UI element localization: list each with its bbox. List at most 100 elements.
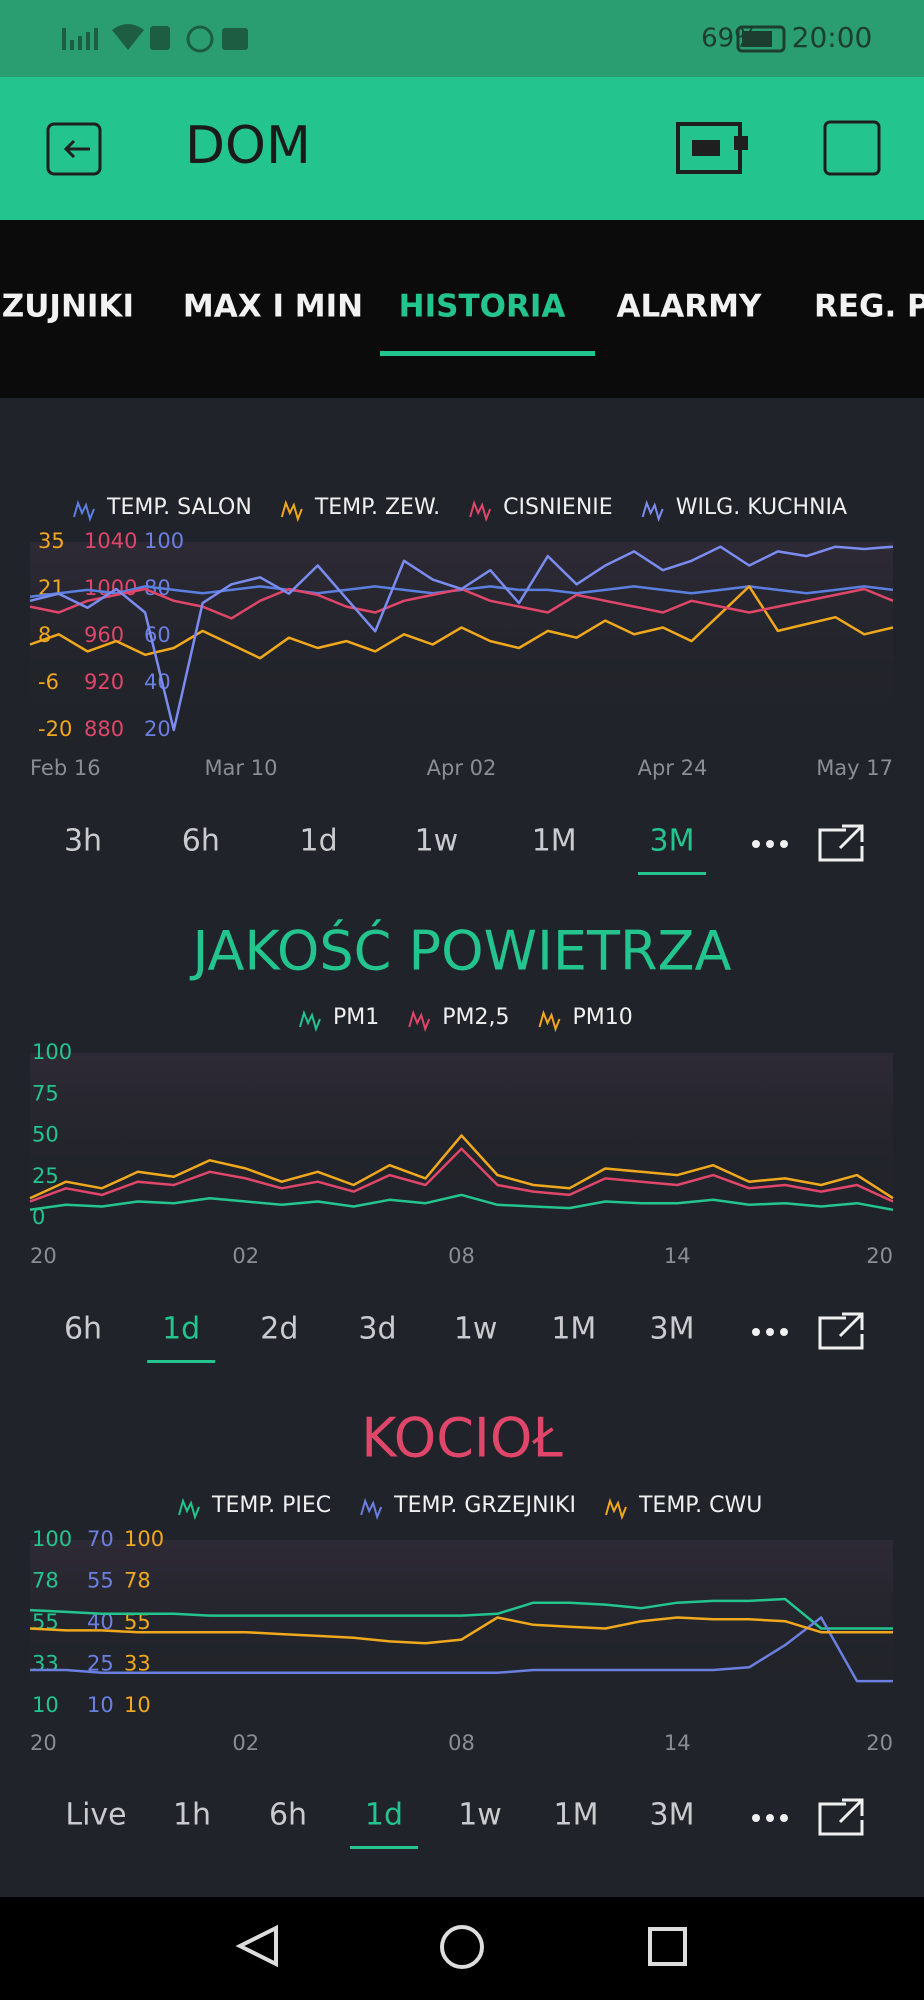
y-tick-label: 100 bbox=[144, 529, 184, 553]
nav-bar bbox=[0, 1897, 924, 2000]
x-tick-label: Mar 10 bbox=[204, 756, 277, 780]
range-button[interactable]: 1d bbox=[162, 1312, 200, 1347]
series-line bbox=[29, 1597, 893, 1630]
range-button[interactable]: Live bbox=[65, 1798, 126, 1833]
app-bar bbox=[0, 77, 924, 220]
x-tick-label: 02 bbox=[232, 1244, 259, 1268]
legend-label: WILG. KUCHNIA bbox=[676, 495, 847, 520]
y-tick-label: 75 bbox=[32, 1081, 59, 1105]
range-button[interactable]: 3M bbox=[650, 824, 695, 859]
range-button[interactable]: 3d bbox=[358, 1312, 396, 1347]
range-button[interactable]: 3M bbox=[650, 1312, 695, 1347]
series-line bbox=[29, 1147, 894, 1203]
tab[interactable]: HISTORIA bbox=[399, 289, 566, 325]
y-tick-label: 55 bbox=[87, 1569, 114, 1593]
x-tick-label: Feb 16 bbox=[30, 756, 101, 780]
y-tick-label: 33 bbox=[124, 1652, 151, 1676]
x-tick-label: 02 bbox=[232, 1731, 259, 1755]
fullscreen-icon[interactable] bbox=[818, 1798, 864, 1836]
range-button[interactable]: 1d bbox=[300, 824, 338, 859]
more-dot[interactable] bbox=[766, 1328, 774, 1336]
more-dot[interactable] bbox=[780, 840, 788, 848]
chart-title: JAKOŚĆ POWIETRZA bbox=[190, 920, 732, 983]
range-button[interactable]: 1w bbox=[454, 1312, 498, 1347]
y-tick-label: 25 bbox=[32, 1164, 59, 1188]
legend-icon bbox=[538, 1009, 561, 1033]
range-button[interactable]: 1M bbox=[554, 1798, 599, 1833]
legend-label: TEMP. ZEW. bbox=[314, 495, 440, 520]
plot-background bbox=[30, 542, 893, 730]
series-line bbox=[29, 1193, 894, 1212]
y-tick-label: 50 bbox=[32, 1123, 59, 1147]
x-tick-label: Apr 02 bbox=[427, 756, 497, 780]
y-tick-label: -20 bbox=[38, 717, 72, 741]
legend-icon bbox=[360, 1497, 383, 1521]
range-button[interactable]: 1h bbox=[173, 1798, 211, 1833]
range-button[interactable]: 3h bbox=[64, 824, 102, 859]
y-tick-label: 100 bbox=[32, 1527, 72, 1551]
range-indicator bbox=[350, 1846, 418, 1849]
tab[interactable]: MAX I MIN bbox=[183, 289, 363, 325]
x-tick-label: 08 bbox=[448, 1244, 475, 1268]
more-dot[interactable] bbox=[752, 1328, 760, 1336]
legend-label: TEMP. GRZEJNIKI bbox=[393, 1493, 576, 1518]
range-button[interactable]: 2d bbox=[260, 1312, 298, 1347]
y-tick-label: 920 bbox=[84, 670, 124, 694]
more-dot[interactable] bbox=[752, 840, 760, 848]
legend-label: PM1 bbox=[333, 1005, 379, 1030]
legend-icon bbox=[408, 1009, 431, 1033]
fullscreen-icon[interactable] bbox=[818, 1312, 864, 1350]
range-indicator bbox=[638, 872, 706, 875]
y-tick-label: 35 bbox=[38, 529, 65, 553]
x-tick-label: May 17 bbox=[816, 756, 893, 780]
fullscreen-icon[interactable] bbox=[818, 824, 864, 862]
range-button[interactable]: 1M bbox=[551, 1312, 596, 1347]
back-button[interactable] bbox=[46, 122, 102, 176]
y-tick-label: 10 bbox=[124, 1693, 151, 1717]
y-tick-label: 70 bbox=[87, 1527, 114, 1551]
range-button[interactable]: 6h bbox=[269, 1798, 307, 1833]
battery-icon bbox=[736, 25, 786, 53]
range-button[interactable]: 1M bbox=[532, 824, 577, 859]
legend-label: PM2,5 bbox=[442, 1005, 509, 1030]
legend-label: TEMP. CWU bbox=[638, 1493, 762, 1518]
range-button[interactable]: 3M bbox=[650, 1798, 695, 1833]
chart-title: KOCIOŁ bbox=[361, 1407, 563, 1470]
nav-recent[interactable] bbox=[648, 1927, 687, 1966]
more-dot[interactable] bbox=[752, 1814, 760, 1822]
legend-label: CISNIENIE bbox=[503, 495, 613, 520]
menu-button[interactable] bbox=[823, 120, 881, 176]
legend-icon bbox=[299, 1009, 321, 1033]
tab[interactable]: ALARMY bbox=[617, 289, 762, 325]
legend-icon bbox=[178, 1497, 200, 1521]
x-tick-label: 08 bbox=[448, 1731, 475, 1755]
range-button[interactable]: 6h bbox=[182, 824, 220, 859]
nav-back[interactable] bbox=[235, 1924, 278, 1968]
tab[interactable]: CZUJNIKI bbox=[0, 289, 134, 325]
nav-home[interactable] bbox=[440, 1925, 484, 1969]
y-tick-label: 0 bbox=[32, 1205, 45, 1229]
y-tick-label: 100 bbox=[124, 1527, 164, 1551]
clock: 20:00 bbox=[792, 21, 873, 54]
tab[interactable]: REG. PO bbox=[814, 289, 924, 325]
y-tick-label: 33 bbox=[32, 1652, 59, 1676]
more-dot[interactable] bbox=[780, 1328, 788, 1336]
series-line bbox=[29, 1134, 894, 1200]
x-tick-label: 20 bbox=[866, 1731, 893, 1755]
range-button[interactable]: 1d bbox=[365, 1798, 403, 1833]
range-indicator bbox=[147, 1360, 216, 1363]
x-tick-label: 14 bbox=[664, 1244, 691, 1268]
more-dot[interactable] bbox=[766, 1814, 774, 1822]
more-dot[interactable] bbox=[766, 840, 774, 848]
legend-label: TEMP. PIEC bbox=[211, 1493, 331, 1518]
range-button[interactable]: 6h bbox=[64, 1312, 102, 1347]
legend-icon bbox=[469, 499, 492, 523]
legend-icon bbox=[73, 499, 95, 523]
range-button[interactable]: 1w bbox=[415, 824, 459, 859]
range-button[interactable]: 1w bbox=[458, 1798, 502, 1833]
y-tick-label: 78 bbox=[32, 1569, 59, 1593]
more-dot[interactable] bbox=[780, 1814, 788, 1822]
device-button[interactable] bbox=[676, 122, 748, 174]
